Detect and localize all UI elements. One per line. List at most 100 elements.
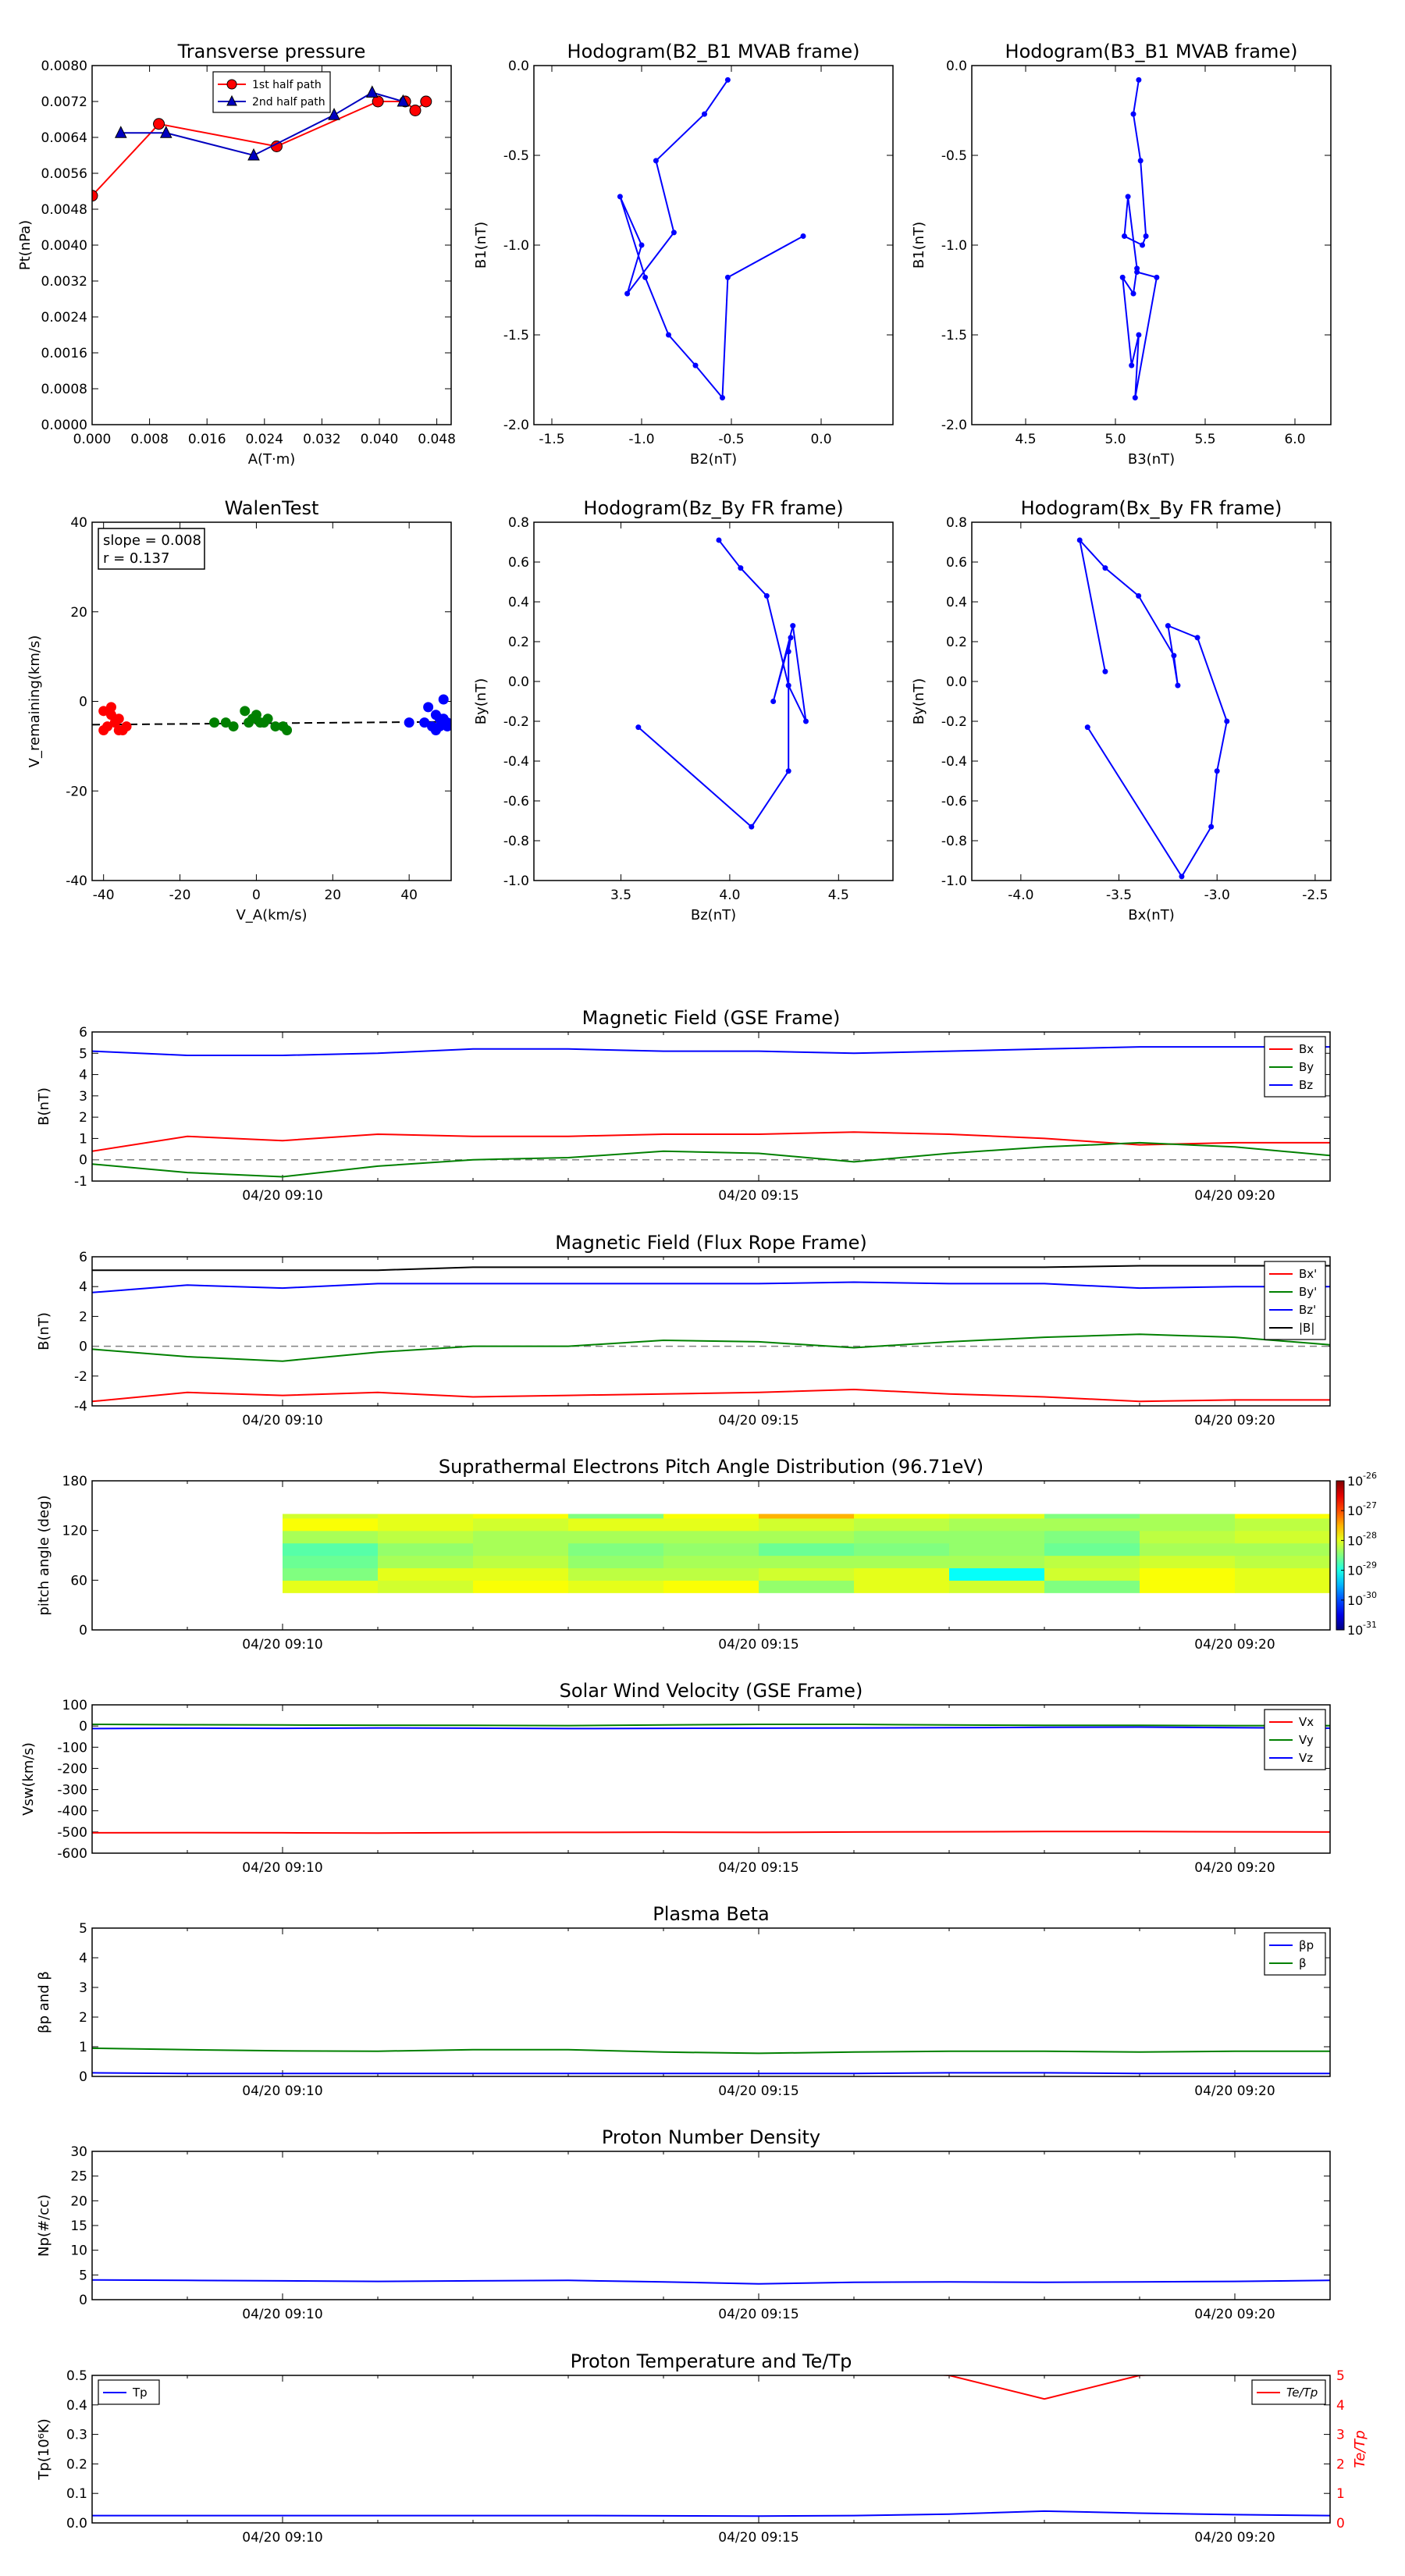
hodogram-point <box>720 395 725 400</box>
y-tick-label: -1.5 <box>503 328 529 343</box>
y-tick-label: 6 <box>79 1250 87 1265</box>
x-tick-label: 0.0 <box>810 432 831 447</box>
y-axis-label: By(nT) <box>473 678 489 724</box>
data-point <box>420 95 432 108</box>
series-line-By <box>92 1333 1330 1362</box>
panel-solar-wind-velocity: Solar Wind Velocity (GSE Frame) -600 -500 -… <box>20 1680 1331 1876</box>
scatter-point <box>251 710 261 720</box>
x-tick-label: 04/20 09:10 <box>242 1413 322 1429</box>
y-tick-label: 0 <box>79 695 87 710</box>
y-tick-label: 0.5 <box>66 2368 87 2384</box>
y-tick-label: 0.0 <box>508 674 529 690</box>
x-tick-label: 0.040 <box>361 432 399 447</box>
colorbar-tick-label: 10 -26 <box>1347 1471 1377 1489</box>
x-tick-label: -40 <box>93 888 115 903</box>
x-tick-label: 0.016 <box>188 432 226 447</box>
x-tick-label: -0.5 <box>718 432 744 447</box>
y-tick-label: -0.6 <box>941 794 967 809</box>
y-tick-label: -600 <box>57 1846 87 1862</box>
data-point <box>372 95 384 108</box>
chart-title: Hodogram(Bz_By FR frame) <box>583 497 843 519</box>
heatmap-cell <box>663 1517 759 1532</box>
annotation-r: r = 0.137 <box>103 550 169 567</box>
colorbar-tick-exponent: -30 <box>1363 1590 1377 1600</box>
hodogram-point <box>1175 682 1181 688</box>
y-tick-label: 0.0000 <box>41 418 87 433</box>
y-tick-label: 1 <box>79 2040 87 2055</box>
y-tick-label: -1 <box>74 1174 87 1190</box>
hodogram-point <box>692 362 699 368</box>
y-tick-label: 10 <box>70 2243 87 2259</box>
y-tick-label: -0.2 <box>503 714 529 730</box>
series-line-2 <box>120 91 404 157</box>
heatmap-cell <box>1140 1517 1236 1532</box>
hodogram-point <box>716 537 722 543</box>
x-tick-label: 4.0 <box>719 888 740 903</box>
legend-label: β <box>1299 1956 1307 1970</box>
heatmap-cell <box>759 1530 855 1544</box>
hodogram-point <box>1136 76 1142 83</box>
scatter-point <box>98 725 109 736</box>
hodogram-point <box>802 718 809 724</box>
chart-title: Solar Wind Velocity (GSE Frame) <box>560 1680 863 1702</box>
heatmap-cell <box>1044 1580 1140 1593</box>
y-tick-label: 0.4 <box>66 2398 87 2414</box>
heatmap-cell <box>568 1530 664 1544</box>
y-tick-label: 0.0016 <box>41 346 87 361</box>
legend-label: 2nd half path <box>252 96 325 109</box>
plot-frame <box>91 1927 1331 2077</box>
x-tick-label: -4.0 <box>1008 888 1033 903</box>
y-tick-label: 0.2 <box>946 635 967 650</box>
heatmap-cell <box>1044 1542 1140 1557</box>
colorbar-tick-exponent: -31 <box>1363 1620 1377 1630</box>
legend-marker <box>226 79 237 90</box>
heatmap-cell <box>1235 1542 1331 1557</box>
colorbar-tick-base: 10 <box>1347 1623 1363 1638</box>
legend: βp β <box>1264 1932 1326 1976</box>
y-tick-label: 100 <box>62 1698 87 1713</box>
legend-label: Tp <box>132 2386 148 2400</box>
y-right-tick-label: 3 <box>1336 2428 1345 2443</box>
panel-transverse-pressure: Transverse pressure 0.0000 0.0008 0.0016 0.0… <box>17 41 456 468</box>
x-axis-label: V_A(km/s) <box>236 907 307 923</box>
y-tick-label: 0.6 <box>508 555 529 571</box>
series-line-Bx <box>92 1131 1330 1152</box>
y-axis-label: pitch angle (deg) <box>36 1495 52 1615</box>
data-point <box>114 126 127 138</box>
series-line-1 <box>92 101 427 197</box>
legend-label: Vz <box>1299 1751 1313 1765</box>
x-axis-label: B2(nT) <box>690 451 737 468</box>
y-tick-label: 0.4 <box>508 595 529 610</box>
series-line-Vy <box>92 1724 1330 1727</box>
y-tick-label: -40 <box>66 873 87 889</box>
chart-title: Hodogram(Bx_By FR frame) <box>1021 497 1282 519</box>
y-tick-label: 0.6 <box>946 555 967 571</box>
hodogram-point <box>653 158 659 164</box>
hodogram-point <box>763 592 770 599</box>
x-tick-label: 40 <box>400 888 418 903</box>
y-tick-label: -2.0 <box>503 418 529 433</box>
hodogram-point <box>1130 290 1136 297</box>
heatmap-cell <box>378 1517 474 1532</box>
panel-proton-number-density: Proton Number Density 0 5 10 15 20 25 30 04/20 0… <box>36 2126 1331 2322</box>
legend: Vx Vy Vz <box>1264 1709 1326 1770</box>
plot-frame <box>91 2375 1331 2524</box>
y-tick-label: -500 <box>57 1825 87 1841</box>
heatmap-cell <box>473 1514 569 1519</box>
hodogram-point <box>1130 111 1136 117</box>
scatter-point <box>423 702 434 713</box>
heatmap-cell <box>1044 1517 1140 1532</box>
colorbar-tick-label: 10 -27 <box>1347 1500 1377 1518</box>
scatter-point <box>240 706 251 717</box>
chart-title: Hodogram(B2_B1 MVAB frame) <box>567 41 860 62</box>
hodogram-path <box>1122 80 1158 398</box>
scatter-point <box>209 717 220 728</box>
data-point <box>92 190 98 202</box>
hodogram-point <box>724 76 731 83</box>
panel-hodogram-b3-b1: Hodogram(B3_B1 MVAB frame) -2.0 -1.5 -1.0 -0… <box>911 41 1332 468</box>
y-tick-label: -400 <box>57 1804 87 1820</box>
heatmap-cell <box>378 1567 474 1581</box>
hodogram-point <box>624 290 631 297</box>
x-tick-label: 04/20 09:15 <box>718 1637 799 1653</box>
hodogram-point <box>1119 274 1126 280</box>
